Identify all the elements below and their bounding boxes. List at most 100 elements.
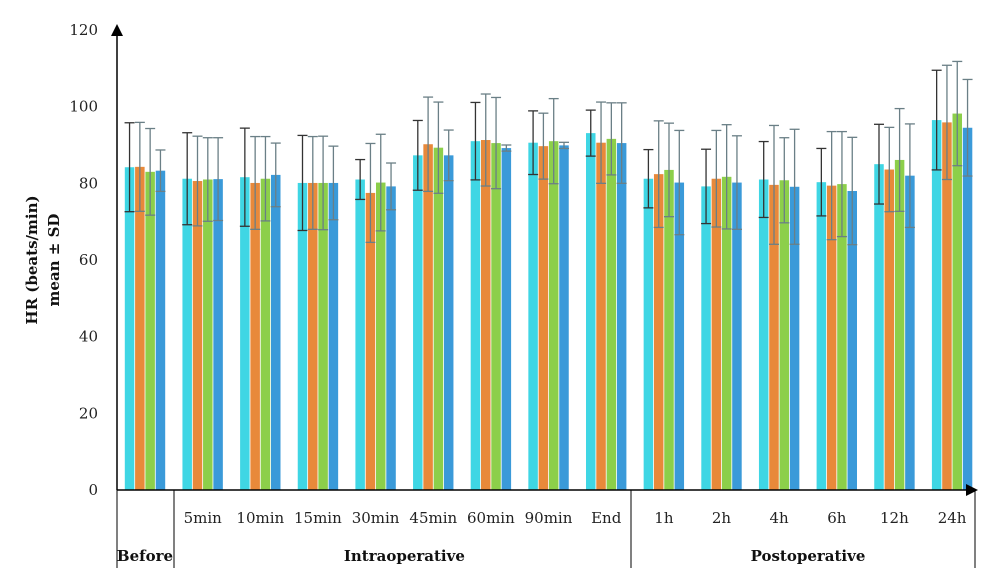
error-bar-15min-s2 (307, 135, 318, 230)
bar-before-s2 (135, 166, 145, 490)
bar-6h-s4 (847, 191, 857, 490)
x-tick-1h: 1h (654, 509, 674, 527)
y-tick-40: 40 (79, 328, 98, 346)
bar-60min-s1 (470, 141, 481, 491)
error-bar-4h-s4 (789, 128, 800, 245)
x-tick-end: End (591, 509, 622, 527)
error-bar-before-s3 (145, 127, 156, 216)
bar-24h-s2 (942, 122, 952, 490)
error-bar-2h-s1 (701, 148, 712, 225)
error-bar-60min-s4 (501, 144, 512, 152)
y-tick-100: 100 (69, 98, 98, 116)
error-bar-24h-s2 (941, 64, 952, 181)
bar-2h-s4 (732, 182, 742, 490)
bar-5min-s2 (192, 181, 203, 490)
error-bar-4h-s3 (779, 137, 790, 224)
error-bar-12h-s2 (884, 126, 895, 213)
error-bar-90min-s1 (528, 110, 539, 176)
group-label-before: Before (117, 547, 173, 565)
x-tick-30min: 30min (352, 509, 400, 527)
bar-before-s3 (145, 171, 155, 490)
error-bar-24h-s1 (931, 69, 942, 171)
error-bar-4h-s1 (758, 140, 769, 219)
error-bar-end-s3 (606, 102, 617, 176)
error-bar-12h-s1 (874, 123, 884, 205)
x-tick-labels: 5min 10min 15min 30min 45min 60min 90min End 1h 2… (184, 509, 967, 527)
bar-60min-s4 (501, 148, 512, 490)
error-bars-layer (124, 60, 973, 246)
bar-30min-s3 (376, 182, 386, 490)
error-bar-30min-s3 (375, 133, 386, 232)
x-tick-5min: 5min (184, 509, 223, 527)
error-bar-2h-s2 (711, 129, 722, 228)
bar-10min-s4 (271, 174, 281, 490)
bar-60min-s3 (491, 143, 501, 490)
bar-before-s1 (124, 167, 135, 491)
x-tick-90min: 90min (525, 509, 573, 527)
y-tick-120: 120 (69, 21, 98, 39)
bar-1h-s1 (643, 178, 654, 491)
bar-10min-s3 (260, 178, 271, 491)
y-tick-20: 20 (79, 404, 98, 422)
bar-90min-s4 (559, 145, 569, 490)
bar-end-s4 (616, 143, 627, 490)
bar-10min-s1 (240, 177, 250, 490)
bar-90min-s2 (538, 146, 549, 490)
bar-5min-s3 (203, 179, 213, 490)
bar-6h-s2 (826, 185, 837, 490)
error-bar-60min-s2 (480, 93, 491, 187)
bar-12h-s4 (905, 175, 915, 491)
bar-24h-s4 (962, 127, 973, 490)
x-tick-10min: 10min (236, 509, 284, 527)
error-bar-24h-s3 (952, 60, 963, 167)
bar-2h-s2 (711, 178, 722, 491)
error-bar-6h-s3 (836, 130, 847, 238)
error-bar-before-s4 (155, 149, 166, 193)
bar-6h-s3 (837, 184, 847, 490)
error-bar-2h-s4 (731, 135, 742, 230)
bar-5min-s4 (213, 179, 223, 490)
error-bar-2h-s3 (721, 124, 732, 230)
x-tick-45min: 45min (409, 509, 457, 527)
error-bar-6h-s1 (816, 147, 827, 217)
y-tick-0: 0 (88, 481, 98, 499)
bar-24h-s3 (952, 113, 962, 490)
bar-2h-s1 (701, 186, 711, 490)
bar-4h-s4 (789, 186, 800, 490)
bar-end-s1 (586, 133, 596, 490)
x-tick-4h: 4h (769, 509, 789, 527)
bar-15min-s4 (328, 182, 339, 490)
error-bar-60min-s3 (491, 96, 502, 190)
error-bar-end-s4 (616, 102, 627, 184)
bar-24h-s1 (931, 120, 942, 490)
error-bar-45min-s3 (433, 101, 444, 194)
bar-30min-s4 (386, 186, 396, 490)
bar-15min-s2 (308, 182, 318, 490)
error-bar-6h-s2 (826, 130, 837, 241)
bar-end-s2 (596, 142, 606, 490)
group-labels: Before Intraoperative Postoperative (117, 547, 865, 565)
bar-1h-s4 (674, 182, 685, 490)
bar-5min-s1 (182, 178, 192, 491)
error-bar-90min-s2 (538, 112, 549, 180)
group-label-intraoperative: Intraoperative (344, 547, 465, 565)
error-bar-90min-s4 (559, 141, 569, 150)
axes-layer (111, 24, 978, 568)
error-bar-10min-s3 (260, 135, 271, 222)
y-axis-label-line2: mean ± SD (45, 214, 63, 307)
x-tick-12h: 12h (880, 509, 909, 527)
error-bar-90min-s3 (548, 97, 559, 185)
bar-30min-s2 (365, 192, 376, 491)
error-bar-24h-s4 (962, 78, 973, 177)
bar-1h-s2 (653, 174, 664, 490)
error-bar-30min-s4 (386, 162, 397, 211)
bar-6h-s1 (816, 182, 827, 490)
error-bar-15min-s4 (328, 145, 339, 221)
bar-4h-s3 (779, 180, 790, 490)
bar-45min-s1 (413, 155, 423, 490)
x-tick-60min: 60min (467, 509, 515, 527)
bar-4h-s2 (769, 184, 779, 490)
error-bar-45min-s4 (443, 129, 454, 182)
bar-60min-s2 (481, 140, 491, 490)
